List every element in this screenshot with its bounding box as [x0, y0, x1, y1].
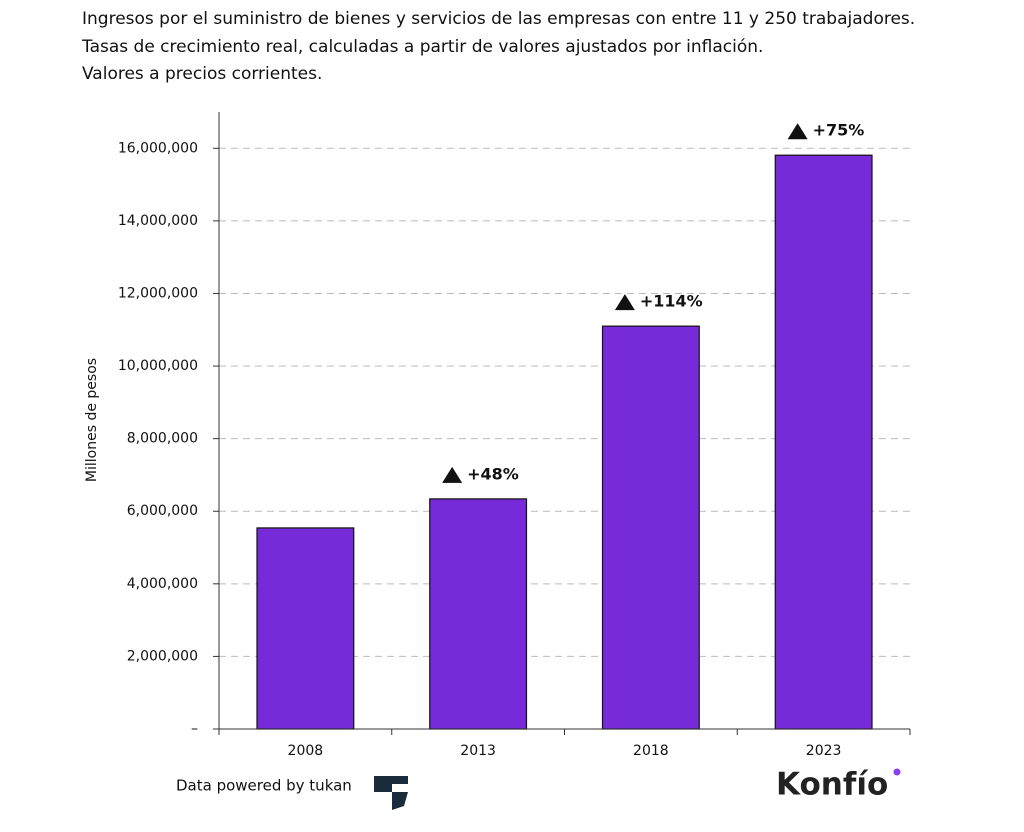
- bar: [256, 527, 355, 730]
- y-tick-label: 10,000,000: [118, 358, 198, 374]
- growth-arrow: [614, 294, 635, 311]
- bar: [429, 498, 528, 730]
- y-tick-label: 6,000,000: [127, 503, 198, 519]
- growth-label: +75%: [813, 121, 865, 140]
- y-tick-label: 2,000,000: [127, 648, 198, 664]
- x-tick-label: 2018: [633, 743, 669, 759]
- chart-note: Valores a precios corrientes.: [82, 64, 322, 84]
- x-tick-label: 2008: [288, 743, 324, 759]
- brand: Konfío: [776, 767, 888, 803]
- brand-dot: [893, 768, 901, 776]
- bar: [601, 325, 700, 730]
- growth-arrow: [787, 123, 808, 140]
- chart-subtitle: Tasas de crecimiento real, calculadas a …: [81, 37, 763, 57]
- y-tick-label: 8,000,000: [127, 431, 198, 447]
- y-tick-label: 12,000,000: [118, 285, 198, 301]
- x-tick-label: 2013: [460, 743, 496, 759]
- x-tick-label: 2023: [806, 743, 842, 759]
- chart-title: Ingresos por el suministro de bienes y s…: [82, 9, 915, 29]
- y-axis-label: Millones de pesos: [84, 358, 100, 482]
- y-tick-label: 4,000,000: [127, 576, 198, 592]
- tukan-logo: [374, 776, 408, 810]
- source: Data powered by tukan: [176, 777, 352, 795]
- y-tick-label: 16,000,000: [118, 140, 198, 156]
- bar: [774, 154, 873, 730]
- y-tick-label: –: [191, 721, 198, 737]
- growth-label: +114%: [640, 292, 703, 311]
- y-tick-label: 14,000,000: [118, 213, 198, 229]
- growth-arrow: [442, 466, 463, 483]
- growth-label: +48%: [467, 464, 519, 483]
